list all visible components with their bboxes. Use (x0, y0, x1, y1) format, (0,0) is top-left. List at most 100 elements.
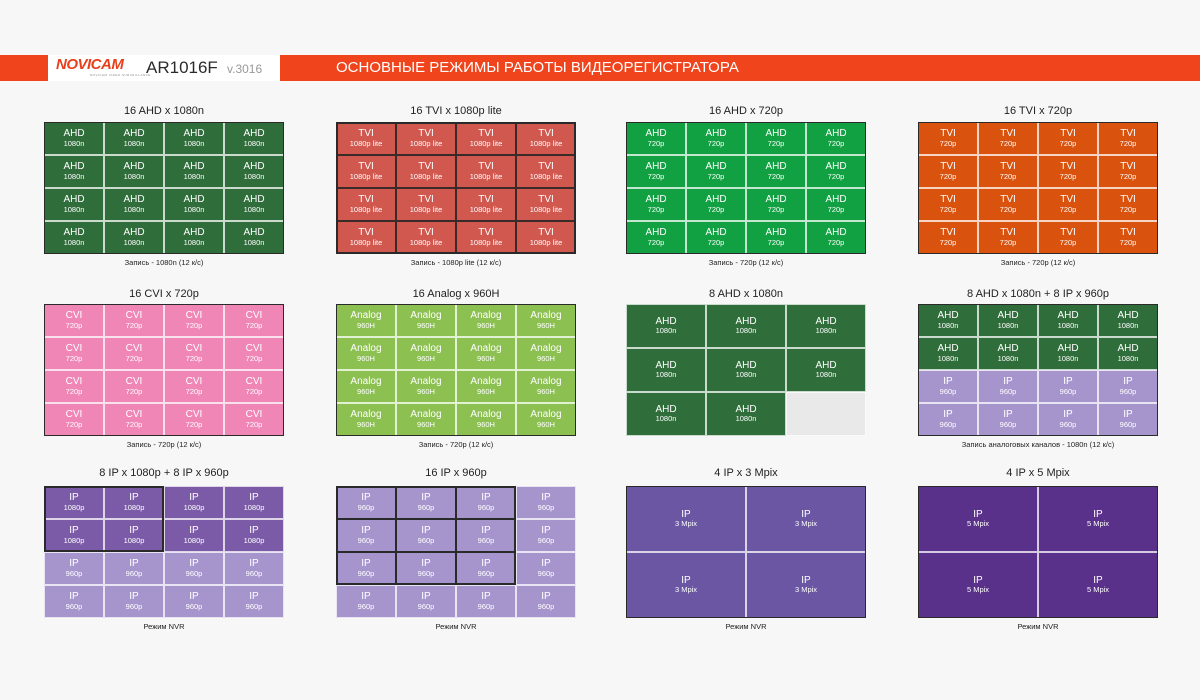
channel-cell: AHD 1080n (918, 337, 978, 370)
channel-cell: TVI 1080p lite (456, 221, 516, 254)
channel-cell: Analog 960H (516, 304, 576, 337)
channel-cell: TVI 1080p lite (516, 155, 576, 188)
channel-type: IP (249, 558, 259, 570)
channel-type: AHD (825, 161, 847, 173)
channel-cell: AHD 1080n (626, 392, 706, 436)
channel-type: AHD (997, 310, 1019, 322)
channel-resolution: 1080n (1117, 353, 1139, 363)
channel-resolution: 720p (647, 138, 665, 148)
channel-cell: CVI 720p (164, 403, 224, 436)
channel-resolution: 960p (537, 502, 555, 512)
channel-resolution: 960p (417, 568, 435, 578)
channel-resolution: 1080p lite (349, 138, 383, 148)
channel-type: TVI (1000, 128, 1016, 140)
channel-resolution: 1080n (243, 138, 265, 148)
channel-type: CVI (65, 409, 83, 421)
channel-type: CVI (65, 343, 83, 355)
channel-resolution: 1080p (123, 535, 145, 545)
channel-resolution: 960H (357, 353, 375, 363)
channel-cell: TVI 720p (978, 188, 1038, 221)
channel-cell: AHD 1080n (224, 188, 284, 221)
channel-resolution: 960p (357, 601, 375, 611)
channel-type: IP (361, 492, 371, 504)
channel-type: AHD (765, 161, 787, 173)
channel-type: AHD (243, 128, 265, 140)
channel-resolution: 960H (537, 320, 555, 330)
channel-cell: TVI 1080p lite (396, 188, 456, 221)
channel-cell: IP 960p (336, 519, 396, 552)
channel-resolution: 720p (827, 171, 845, 181)
channel-type: Analog (350, 376, 382, 388)
channel-resolution: 960H (357, 386, 375, 396)
channel-resolution: 1080n (183, 237, 205, 247)
channel-cell: AHD 720p (626, 188, 686, 221)
channel-cell: AHD 1080n (626, 348, 706, 392)
channel-cell: AHD 1080n (786, 348, 866, 392)
channel-cell: TVI 1080p lite (396, 155, 456, 188)
channel-cell: CVI 720p (224, 370, 284, 403)
panel-caption: Запись - 720p (12 к/с) (708, 258, 784, 267)
channel-type: IP (681, 508, 691, 520)
channel-type: IP (129, 558, 139, 570)
channel-resolution: 1080n (123, 204, 145, 214)
channel-cell: IP 960p (336, 486, 396, 519)
channel-cell: Analog 960H (456, 304, 516, 337)
channel-type: TVI (358, 227, 374, 239)
channel-resolution: 1080p lite (409, 171, 443, 181)
channel-resolution: 1080n (183, 138, 205, 148)
channel-type: IP (1003, 409, 1013, 421)
channel-resolution: 960p (999, 419, 1017, 429)
channel-type: AHD (123, 128, 145, 140)
channel-cell: IP 960p (978, 403, 1038, 436)
channel-type: IP (681, 574, 691, 586)
channel-resolution: 1080p (243, 502, 265, 512)
channel-cell: IP 1080p (104, 486, 164, 519)
channel-cell: AHD 720p (626, 122, 686, 155)
channel-resolution: 1080p (243, 535, 265, 545)
channel-cell: IP 960p (516, 519, 576, 552)
channel-grid: IP 960p IP 960p IP 960p IP 960p IP 960p IP 960p IP 96… (336, 486, 576, 618)
channel-type: Analog (410, 409, 442, 421)
channel-type: TVI (538, 128, 554, 140)
channel-type: IP (361, 591, 371, 603)
channel-type: IP (801, 508, 811, 520)
channel-type: IP (69, 492, 79, 504)
channel-cell: IP 5 Mpix (1038, 486, 1158, 552)
channel-cell: Analog 960H (396, 370, 456, 403)
channel-cell: TVI 1080p lite (516, 188, 576, 221)
panel-caption: Запись - 1080p lite (12 к/с) (410, 258, 502, 267)
channel-resolution: 960p (1119, 386, 1137, 396)
channel-resolution: 960p (537, 568, 555, 578)
channel-grid: AHD 1080n AHD 1080n AHD 1080n AHD 1080n AHD 1080n… (918, 304, 1158, 436)
channel-type: AHD (63, 194, 85, 206)
channel-resolution: 720p (767, 171, 785, 181)
channel-resolution: 1080n (243, 171, 265, 181)
channel-resolution: 1080p (63, 535, 85, 545)
channel-resolution: 1080n (735, 326, 757, 336)
channel-type: IP (361, 525, 371, 537)
channel-type: AHD (183, 227, 205, 239)
channel-resolution: 720p (1119, 204, 1137, 214)
channel-resolution: 720p (185, 419, 203, 429)
channel-resolution: 960p (1059, 386, 1077, 396)
channel-cell: AHD 1080n (978, 304, 1038, 337)
channel-type: AHD (243, 161, 265, 173)
channel-resolution: 720p (65, 386, 83, 396)
channel-resolution: 1080n (815, 370, 837, 380)
channel-cell: AHD 1080n (104, 188, 164, 221)
channel-cell: IP 960p (1098, 403, 1158, 436)
channel-type: TVI (1060, 161, 1076, 173)
channel-type: CVI (125, 343, 143, 355)
channel-type: CVI (185, 409, 203, 421)
panel-caption: Режим NVR (725, 622, 767, 631)
channel-resolution: 720p (939, 171, 957, 181)
channel-cell: Analog 960H (456, 403, 516, 436)
channel-resolution: 720p (767, 138, 785, 148)
channel-resolution: 960p (185, 601, 203, 611)
channel-cell: TVI 720p (918, 155, 978, 188)
channel-cell: IP 960p (164, 585, 224, 618)
channel-type: AHD (655, 359, 677, 371)
channel-cell: IP 3 Mpix (746, 486, 866, 552)
channel-cell: TVI 1080p lite (336, 122, 396, 155)
channel-cell: AHD 1080n (164, 221, 224, 254)
